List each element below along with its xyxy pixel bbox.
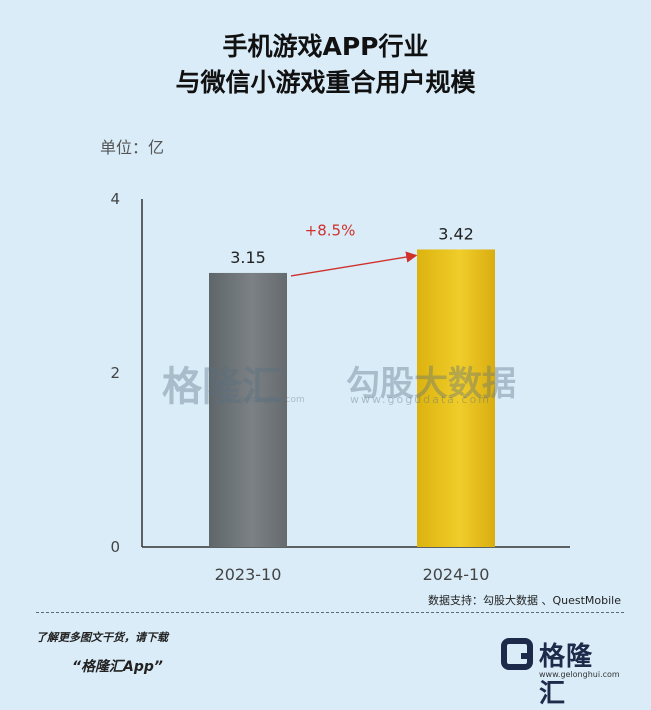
promo-text: 了解更多图文干货，请下载	[36, 631, 168, 644]
y-tick-label: 2	[110, 364, 120, 382]
chart-title-line1: 手机游戏APP行业	[222, 32, 429, 61]
y-tick-label: 4	[110, 190, 120, 208]
x-tick-label: 2023-10	[215, 565, 282, 584]
x-tick-label: 2024-10	[423, 565, 490, 584]
data-source: 数据支持：勾股大数据 、QuestMobile	[427, 594, 621, 607]
watermark-brand-url: www.gelonghui.com	[214, 395, 305, 405]
gelonghui-logo: 格隆汇 www.gelonghui.com	[501, 636, 620, 709]
growth-annotation: +8.5%	[305, 221, 356, 239]
unit-label: 单位：亿	[100, 138, 165, 157]
bar-2023-10	[209, 272, 287, 547]
dashed-divider	[36, 612, 624, 613]
bar-value-label: 3.42	[438, 224, 474, 243]
watermark-brand-logo: 格隆汇	[162, 354, 282, 412]
logo-g-icon	[501, 638, 533, 670]
chart-title-line2: 与微信小游戏重合用户规模	[175, 68, 476, 97]
promo-app-name: “格隆汇App”	[72, 659, 163, 675]
bar-2024-10	[417, 249, 495, 547]
logo-url: www.gelonghui.com	[539, 670, 620, 679]
watermark-data-url: www.gogudata.com	[350, 393, 491, 406]
watermark-brand: 格隆汇	[162, 364, 282, 410]
bar-value-label: 3.15	[230, 248, 266, 267]
growth-arrow	[290, 251, 418, 277]
watermark-data-brand: 勾股大数据	[346, 364, 516, 404]
y-tick-label: 0	[110, 538, 120, 556]
